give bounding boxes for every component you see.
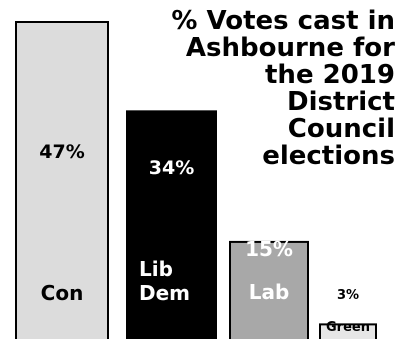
value-label: 47%: [39, 141, 84, 163]
value-label: 34%: [149, 157, 194, 179]
value-label: 3%: [337, 288, 359, 303]
bar-lab: [229, 240, 309, 339]
category-label: Green: [326, 320, 370, 335]
bar-con: [15, 21, 109, 339]
bar-lib-dem: [126, 110, 217, 339]
category-label: Lib Dem: [139, 257, 190, 305]
bar-green: [319, 323, 377, 339]
chart-title: % Votes cast in Ashbourne for the 2019 D…: [171, 6, 395, 171]
value-label: 15%: [245, 237, 293, 261]
category-label: Lab: [249, 280, 290, 304]
category-label: Con: [41, 281, 84, 305]
